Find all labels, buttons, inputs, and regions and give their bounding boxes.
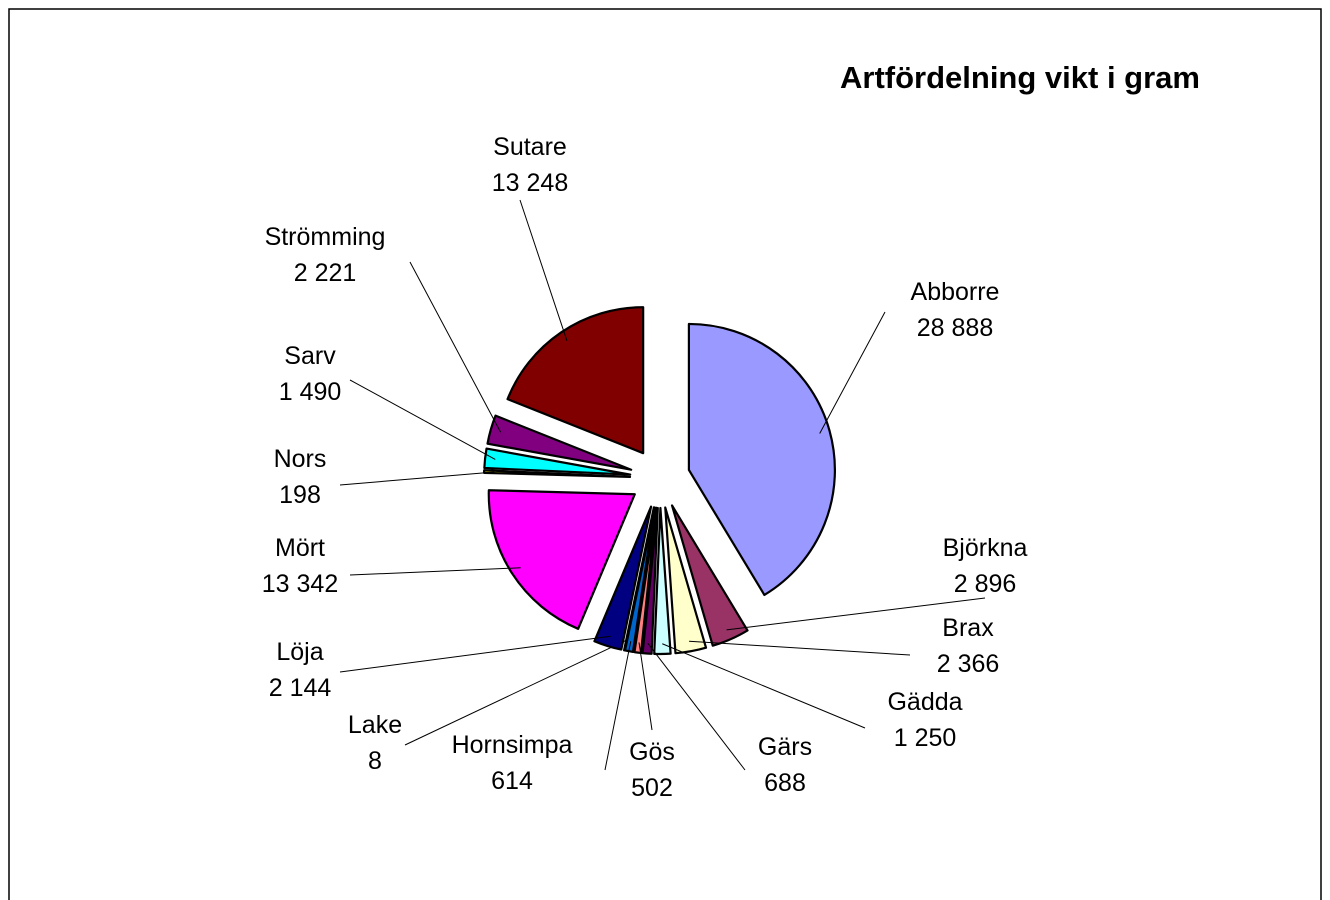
data-label-value: 1 490 <box>279 378 342 406</box>
pie-slice <box>506 306 645 455</box>
data-label-value: 13 342 <box>262 570 338 598</box>
data-label-name: Löja <box>276 638 323 666</box>
data-label: Gädda 1 250 <box>887 688 962 752</box>
data-label-value: 28 888 <box>917 314 993 342</box>
leader-line <box>349 567 521 576</box>
data-label-value: 614 <box>491 767 533 795</box>
leader-line <box>339 471 495 486</box>
pie-slice <box>623 506 655 652</box>
data-label-name: Strömming <box>265 223 386 251</box>
chart-title: Artfördelning vikt i gram <box>840 60 1200 95</box>
data-label-value: 2 896 <box>954 570 1017 598</box>
pie-slice <box>687 322 837 597</box>
pie-slice <box>641 506 659 655</box>
leader-line <box>662 643 866 729</box>
data-label-name: Hornsimpa <box>452 731 573 759</box>
data-label: Nors 198 <box>274 445 327 509</box>
data-label-name: Sarv <box>284 342 336 370</box>
leader-line <box>409 261 502 433</box>
leader-line <box>349 379 496 460</box>
data-label: Mört 13 342 <box>262 534 338 598</box>
data-label: Sarv 1 490 <box>279 342 342 406</box>
data-label-value: 1 250 <box>894 724 957 752</box>
pie-slice <box>593 505 653 651</box>
data-label-name: Gärs <box>758 733 812 761</box>
data-label: Sutare 13 248 <box>492 133 568 197</box>
data-label: Björkna 2 896 <box>943 534 1028 598</box>
data-label-name: Lake <box>348 711 402 739</box>
data-label-value: 502 <box>631 774 673 802</box>
data-label: Abborre 28 888 <box>911 278 1000 342</box>
pie-slice <box>487 489 636 630</box>
data-label-name: Mört <box>275 534 325 562</box>
data-label: Lake 8 <box>348 711 402 775</box>
data-label-value: 13 248 <box>492 169 568 197</box>
data-label-value: 2 144 <box>269 674 332 702</box>
leader-line <box>638 642 653 731</box>
data-label-name: Brax <box>942 614 994 642</box>
leader-line <box>519 199 568 341</box>
data-label-name: Björkna <box>943 534 1028 562</box>
data-label: Löja 2 144 <box>269 638 332 702</box>
data-label-name: Abborre <box>911 278 1000 306</box>
data-label-value: 198 <box>279 481 321 509</box>
leader-line <box>819 311 886 434</box>
pie-slice <box>483 447 632 476</box>
data-label: Gärs 688 <box>758 733 812 797</box>
pie-slice <box>670 504 749 647</box>
data-label: Strömming 2 221 <box>265 223 386 287</box>
data-label-value: 688 <box>764 769 806 797</box>
data-label-name: Gös <box>629 738 675 766</box>
leader-line <box>404 639 627 746</box>
data-label-name: Nors <box>274 445 327 473</box>
data-label: Hornsimpa 614 <box>452 731 573 795</box>
pie-slice <box>653 506 672 656</box>
data-label-value: 2 366 <box>937 650 1000 678</box>
leader-line <box>647 643 746 771</box>
leader-line <box>689 640 911 656</box>
data-label: Gös 502 <box>629 738 675 802</box>
data-label-value: 8 <box>368 747 382 775</box>
data-label-value: 2 221 <box>294 259 357 287</box>
data-label-name: Gädda <box>887 688 962 716</box>
chart-frame <box>8 8 1322 900</box>
data-label: Brax 2 366 <box>937 614 1000 678</box>
leader-line <box>726 597 986 631</box>
pie-slice <box>486 414 633 471</box>
data-label-name: Sutare <box>493 133 567 161</box>
pie-slice <box>664 506 708 655</box>
leader-line <box>604 641 632 771</box>
leader-line <box>339 635 611 673</box>
